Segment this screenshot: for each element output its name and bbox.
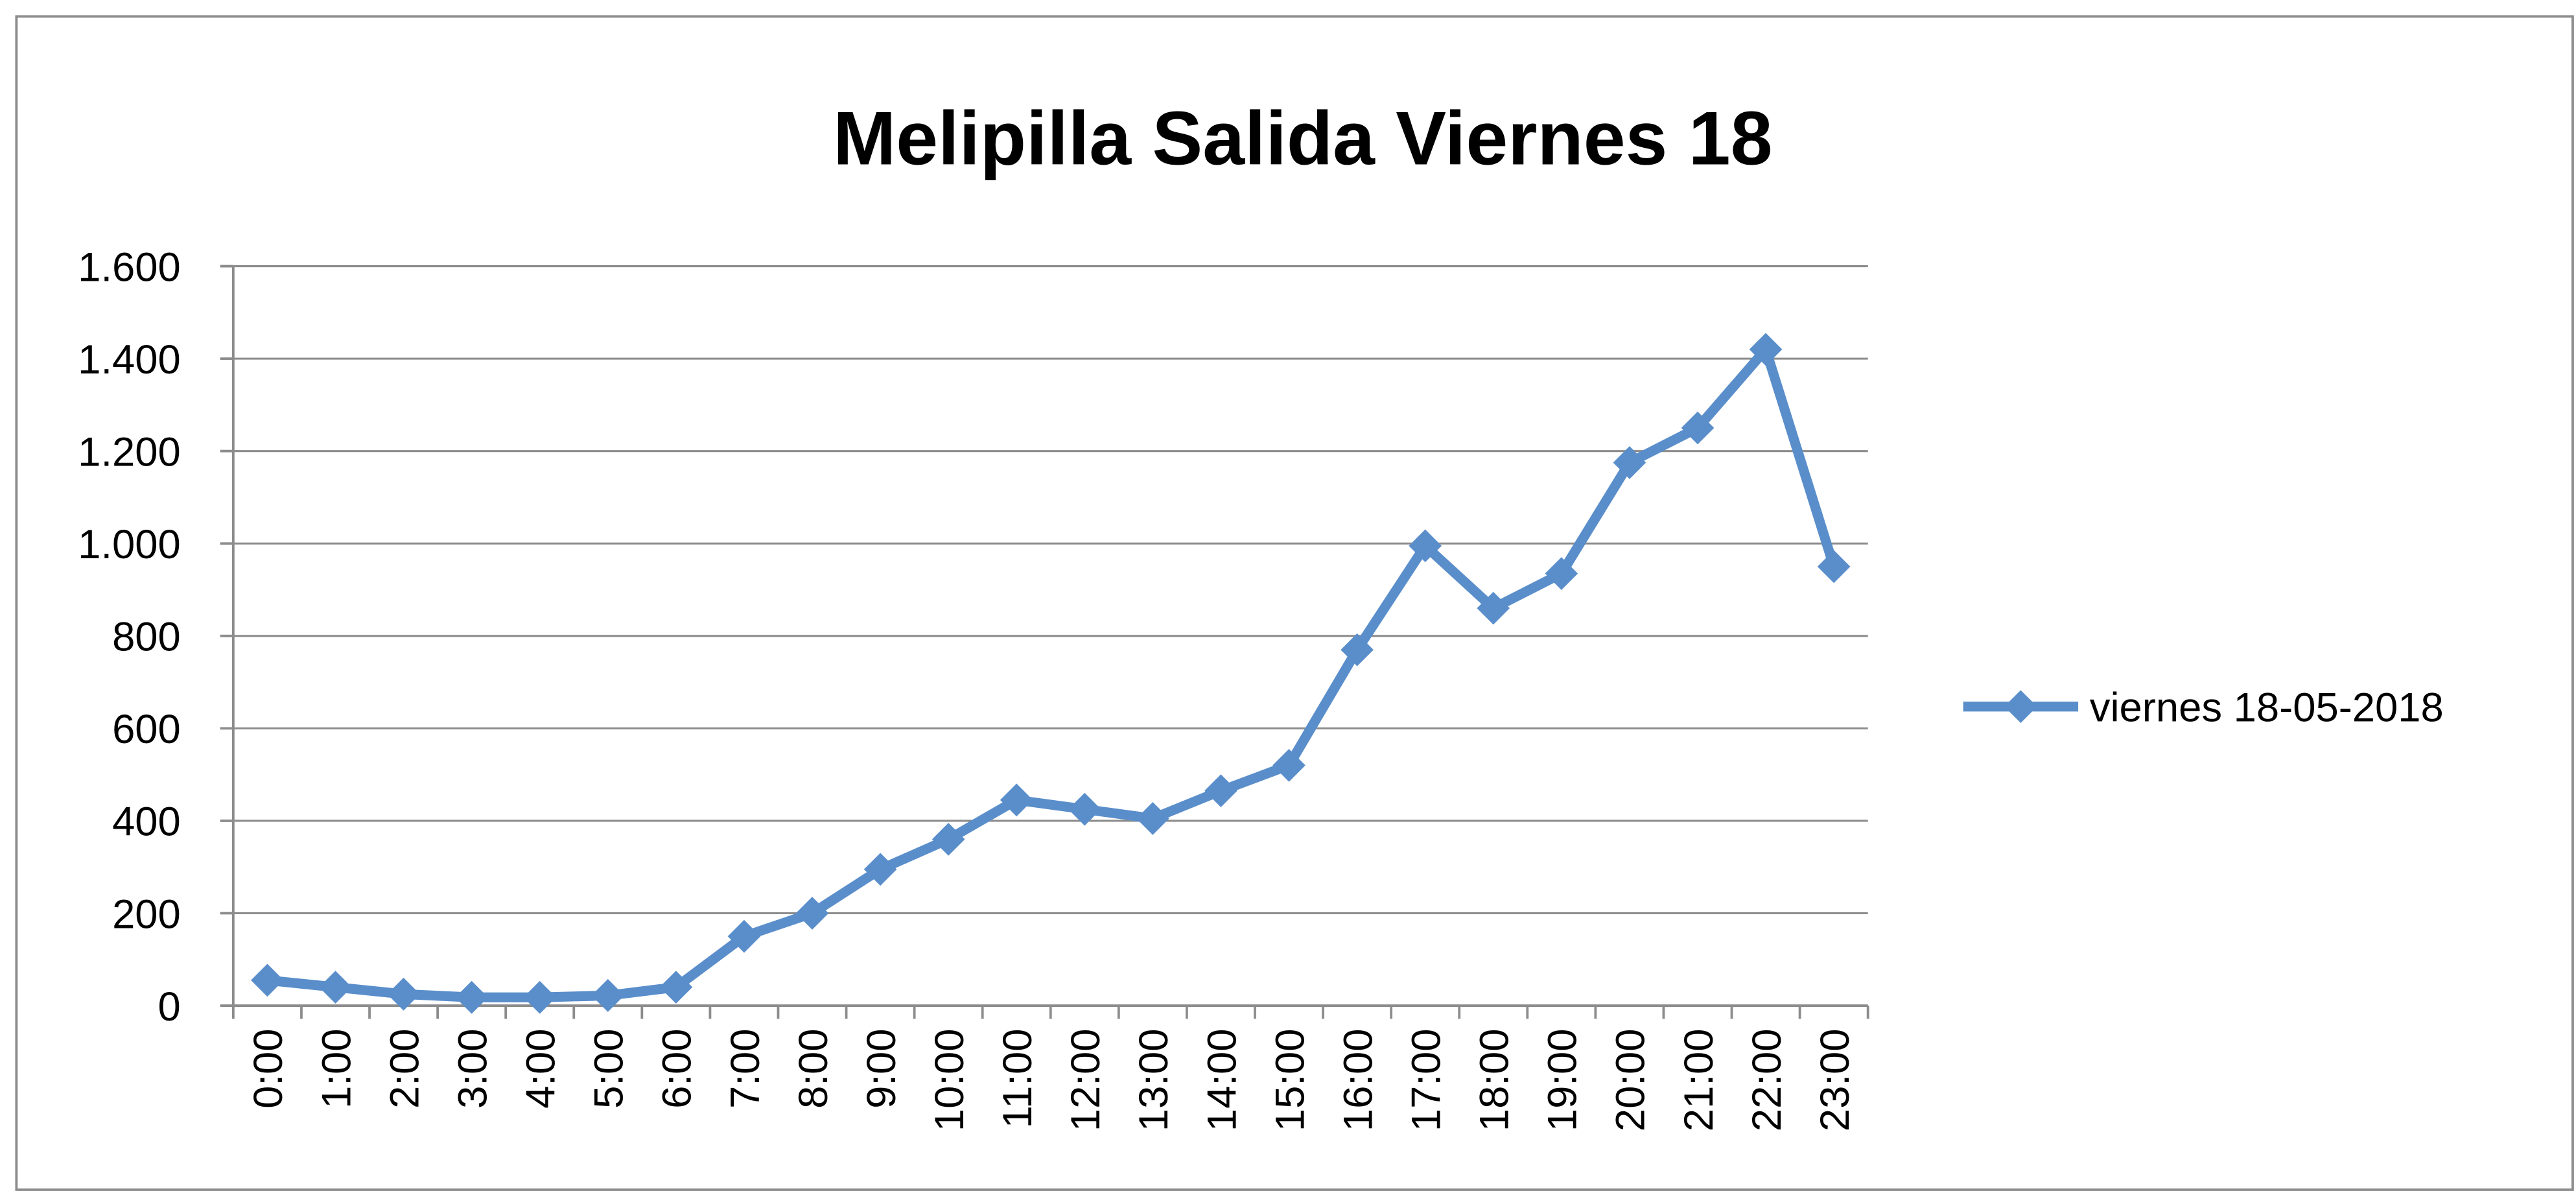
x-tick-label: 17:00 — [1403, 1029, 1449, 1132]
data-point — [251, 963, 284, 997]
y-tick-label: 1.400 — [78, 337, 181, 383]
x-tick-label: 18:00 — [1472, 1029, 1517, 1132]
x-tick-label: 11:00 — [995, 1029, 1040, 1129]
data-point — [1341, 633, 1374, 667]
x-tick-label: 3:00 — [450, 1029, 495, 1109]
x-tick-label: 12:00 — [1063, 1029, 1108, 1132]
y-tick-label: 1.600 — [78, 244, 181, 290]
x-tick-label: 5:00 — [587, 1029, 632, 1109]
x-tick-label: 2:00 — [382, 1029, 427, 1109]
x-tick-label: 10:00 — [927, 1029, 972, 1132]
data-point — [659, 971, 693, 1004]
x-tick-label: 22:00 — [1744, 1029, 1790, 1132]
y-tick-label: 0 — [158, 984, 181, 1030]
y-tick-label: 1.000 — [78, 522, 181, 567]
data-point — [1000, 783, 1033, 817]
x-tick-label: 1:00 — [314, 1029, 359, 1109]
x-tick-label: 8:00 — [791, 1029, 836, 1109]
y-tick-label: 800 — [112, 615, 181, 660]
y-tick-label: 1.200 — [78, 430, 181, 475]
data-point — [1545, 557, 1578, 590]
x-tick-label: 13:00 — [1131, 1029, 1177, 1132]
y-tick-label: 600 — [112, 707, 181, 752]
data-point — [1681, 411, 1715, 445]
chart-title: Melipilla Salida Viernes 18 — [833, 95, 1772, 180]
x-tick-label: 19:00 — [1540, 1029, 1586, 1132]
x-tick-label: 21:00 — [1676, 1029, 1722, 1132]
x-tick-label: 15:00 — [1267, 1029, 1313, 1132]
data-point — [1068, 792, 1101, 826]
chart-border — [15, 15, 2574, 1191]
data-point — [1477, 591, 1510, 625]
x-tick-label: 14:00 — [1199, 1029, 1245, 1132]
data-point — [387, 977, 420, 1011]
data-point — [931, 823, 965, 856]
data-point — [319, 971, 352, 1004]
data-point — [1817, 550, 1851, 584]
x-tick-label: 0:00 — [246, 1029, 291, 1109]
x-tick-label: 6:00 — [655, 1029, 700, 1109]
x-tick-label: 20:00 — [1608, 1029, 1654, 1132]
y-tick-label: 400 — [112, 799, 181, 845]
y-tick-label: 200 — [112, 892, 181, 937]
x-tick-label: 23:00 — [1812, 1029, 1858, 1132]
legend-marker — [2004, 690, 2037, 724]
x-tick-label: 4:00 — [519, 1029, 564, 1109]
data-point — [863, 853, 897, 886]
x-tick-label: 7:00 — [723, 1029, 768, 1109]
x-tick-label: 16:00 — [1335, 1029, 1381, 1132]
data-point — [1749, 333, 1783, 366]
data-point — [727, 919, 761, 953]
legend-label: viernes 18-05-2018 — [2090, 685, 2444, 731]
x-tick-label: 9:00 — [859, 1029, 904, 1109]
